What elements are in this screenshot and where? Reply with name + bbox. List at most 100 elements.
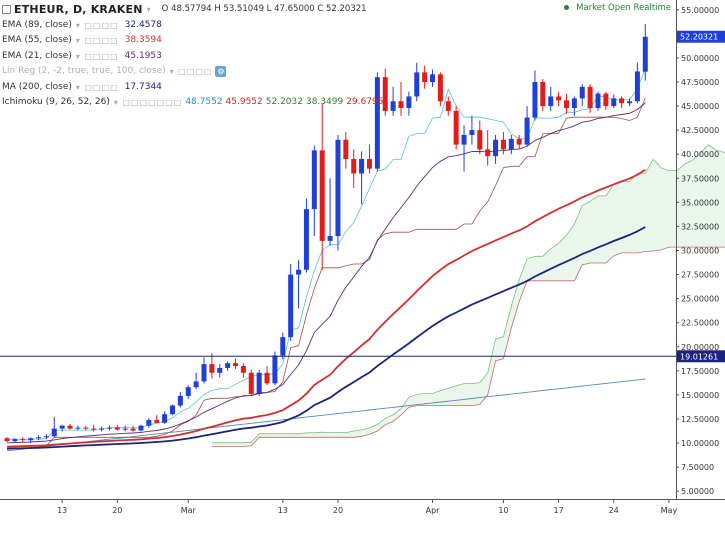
candle-body <box>209 364 215 373</box>
market-status: Market Open Realtime <box>564 3 671 13</box>
senkou-span-a-line <box>211 144 725 444</box>
candle-body <box>217 367 223 373</box>
indicator-actions-icon[interactable]: ▾ □□□□ <box>75 51 119 61</box>
candle-body <box>264 372 270 384</box>
ema21-line <box>6 102 646 444</box>
kijun-line <box>7 97 646 447</box>
candle-body <box>343 139 349 160</box>
indicator-actions-icon[interactable]: ▾ □□□□ <box>75 36 119 45</box>
candle-body <box>193 381 199 388</box>
indicator-value: 38.3594 <box>124 35 162 45</box>
candle-body <box>43 436 49 438</box>
indicator-actions-icon[interactable]: ▾ □□□□ <box>75 20 119 30</box>
candle-body <box>99 428 105 430</box>
y-tick-label: 35.00000 <box>681 198 719 207</box>
candle-body <box>374 77 380 169</box>
price-level-label: 19.01261 <box>680 352 718 361</box>
last-price-tag <box>677 30 725 43</box>
indicator-lines <box>6 68 646 452</box>
candle-body <box>311 150 317 210</box>
y-tick-label: 42.50000 <box>681 126 719 135</box>
legend-indicator[interactable]: MA (200, close) ▾ □□□□ 17.7344 <box>2 80 383 96</box>
candle-body <box>556 96 562 101</box>
legend-indicator[interactable]: EMA (55, close) ▾ □□□□ 38.3594 <box>2 33 383 49</box>
candles <box>4 24 648 444</box>
candle-body <box>83 427 89 429</box>
ichimoku-value: 52.2032 <box>265 97 303 107</box>
candle-body <box>571 98 577 109</box>
candle-body <box>603 93 609 107</box>
x-tick-label: 13 <box>57 506 67 515</box>
candle-body <box>114 427 120 430</box>
legend-indicator[interactable]: Lin Reg (2, -2, true, true, 100, close) ▾… <box>2 64 383 80</box>
candle-body <box>154 419 160 423</box>
candle-body <box>453 110 459 145</box>
candle-body <box>540 82 546 107</box>
candle-body <box>524 117 530 145</box>
candle-body <box>280 337 286 356</box>
candle-body <box>634 71 640 102</box>
y-tick-label: 12.50000 <box>681 415 719 424</box>
candle-body <box>359 159 365 174</box>
candle-body <box>398 101 404 109</box>
indicator-label: EMA (55, close) <box>2 35 72 45</box>
x-tick-label: 24 <box>609 506 619 515</box>
indicator-value: 32.4578 <box>124 19 162 30</box>
candle-body <box>288 274 294 338</box>
y-tick-label: 47.50000 <box>681 78 719 87</box>
candle-body <box>146 419 152 426</box>
indicator-actions-icon[interactable]: ▾ □□□□□□□ <box>113 98 183 107</box>
collapse-icon[interactable] <box>2 5 11 15</box>
symbol-actions-icon[interactable]: ▾ <box>146 5 152 14</box>
y-tick-label: 40.00000 <box>681 150 719 159</box>
ma200-line <box>6 378 646 452</box>
candle-body <box>177 395 183 406</box>
last-price-label: 52.20321 <box>680 33 718 42</box>
y-tick-label: 45.00000 <box>681 102 719 111</box>
status-dot-icon <box>564 5 570 10</box>
market-status-text: Market Open Realtime <box>576 3 671 13</box>
ema55-line <box>6 169 646 448</box>
candle-body <box>303 209 309 270</box>
candle-body <box>240 366 246 373</box>
ema89-line <box>6 226 646 450</box>
candle-body <box>225 363 231 368</box>
x-tick-label: Apr <box>426 506 441 515</box>
candle-body <box>532 82 538 118</box>
candle-body <box>20 439 26 441</box>
y-tick-label: 30.00000 <box>681 247 719 256</box>
ichimoku-value: 45.9552 <box>225 97 263 107</box>
y-tick-label: 10.00000 <box>681 439 719 448</box>
indicator-actions-icon[interactable]: ▾ □□□□ <box>75 82 119 92</box>
ichimoku-value: 48.7552 <box>185 97 223 107</box>
candle-body <box>406 96 412 109</box>
indicator-actions-icon[interactable]: ▾ □□□□ <box>169 67 213 76</box>
candle-body <box>138 425 144 431</box>
settings-gear-icon[interactable]: ⚙ <box>215 66 227 78</box>
legend-indicator[interactable]: EMA (89, close) ▾ □□□□ 32.4578 <box>2 18 383 34</box>
candle-body <box>4 438 10 442</box>
candle-body <box>422 72 428 83</box>
candle-body <box>548 96 554 107</box>
indicator-value: 45.1953 <box>124 50 162 61</box>
candle-body <box>327 236 333 241</box>
y-tick-label: 5.00000 <box>681 487 714 496</box>
indicator-label: EMA (89, close) <box>2 19 72 30</box>
legend-indicator[interactable]: EMA (21, close) ▾ □□□□ 45.1953 <box>2 49 383 65</box>
ichimoku-cloud <box>211 144 725 447</box>
y-tick-label: 7.50000 <box>681 463 714 472</box>
candle-body <box>619 98 625 104</box>
candle-body <box>563 100 569 109</box>
x-tick-label: 20 <box>333 506 343 515</box>
candle-body <box>122 428 128 430</box>
y-tick-label: 25.00000 <box>681 295 719 304</box>
candle-body <box>493 139 499 157</box>
y-tick-label: 37.50000 <box>681 174 719 183</box>
legend-ichimoku[interactable]: Ichimoku (9, 26, 52, 26) ▾ □□□□□□□ 48.75… <box>2 95 383 111</box>
y-tick-label: 15.00000 <box>681 391 719 400</box>
candle-body <box>382 77 388 111</box>
indicator-label: MA (200, close) <box>2 81 72 92</box>
ohlc-readout: O 48.57794 H 53.51049 L 47.65000 C 52.20… <box>161 4 367 14</box>
horizontal-line[interactable]: 19.01261 <box>0 350 725 363</box>
